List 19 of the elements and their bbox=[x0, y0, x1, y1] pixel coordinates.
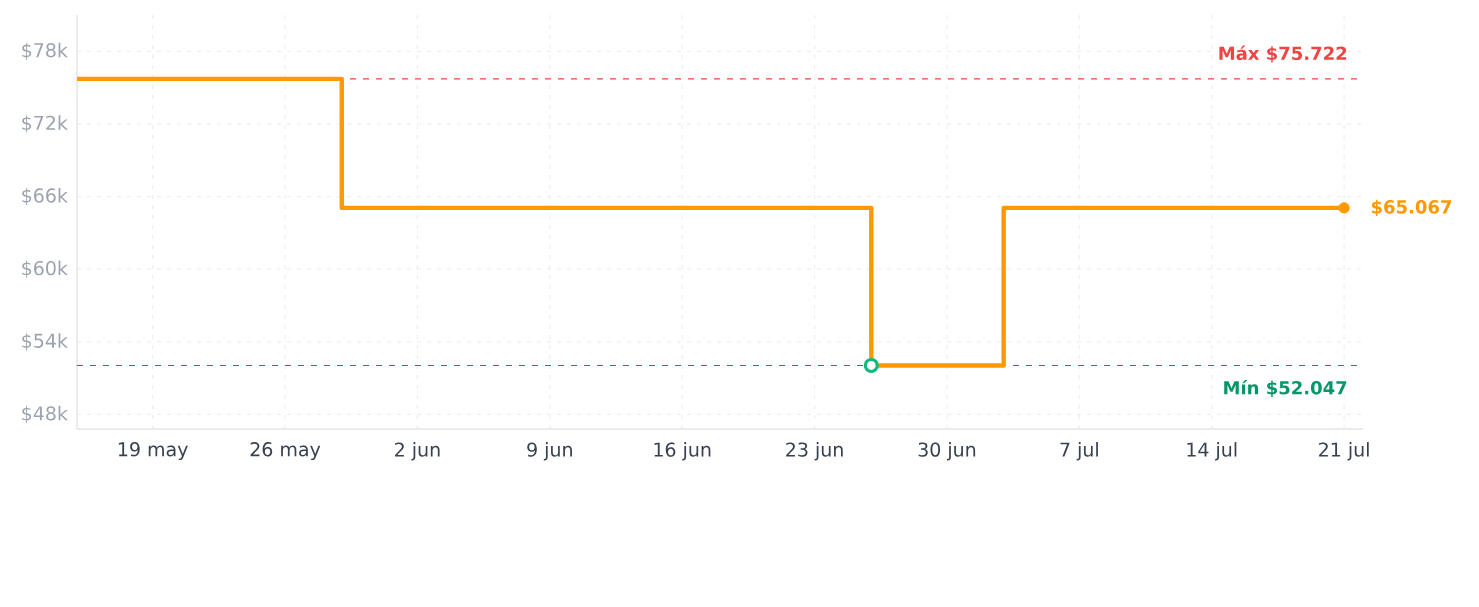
ref-line-label: Máx $75.722 bbox=[1219, 45, 1347, 63]
x-tick-label: 9 jun bbox=[527, 442, 572, 461]
x-tick-label: 23 jun bbox=[786, 442, 843, 461]
x-tick-label: 7 jul bbox=[1060, 442, 1098, 461]
x-tick-label: 16 jun bbox=[654, 442, 711, 461]
ref-line-label: Mín $52.047 bbox=[1224, 379, 1347, 397]
x-tick-label: 19 may bbox=[118, 442, 188, 461]
y-tick-label: $72k bbox=[22, 115, 68, 133]
x-tick-label: 26 may bbox=[250, 442, 321, 461]
x-tick-label: 2 jun bbox=[395, 442, 440, 461]
y-tick-label: $66k bbox=[22, 187, 68, 206]
x-tick-label: 21 jul bbox=[1319, 442, 1369, 461]
y-tick-label: $78k bbox=[22, 42, 68, 60]
y-tick-label: $60k bbox=[22, 260, 68, 278]
x-tick-label: 30 jun bbox=[918, 442, 976, 461]
annotation: $65.067 bbox=[1371, 199, 1452, 217]
y-tick-label: $54k bbox=[22, 333, 68, 351]
x-tick-label: 14 jul bbox=[1187, 442, 1237, 461]
y-tick-label: $48k bbox=[22, 405, 68, 424]
